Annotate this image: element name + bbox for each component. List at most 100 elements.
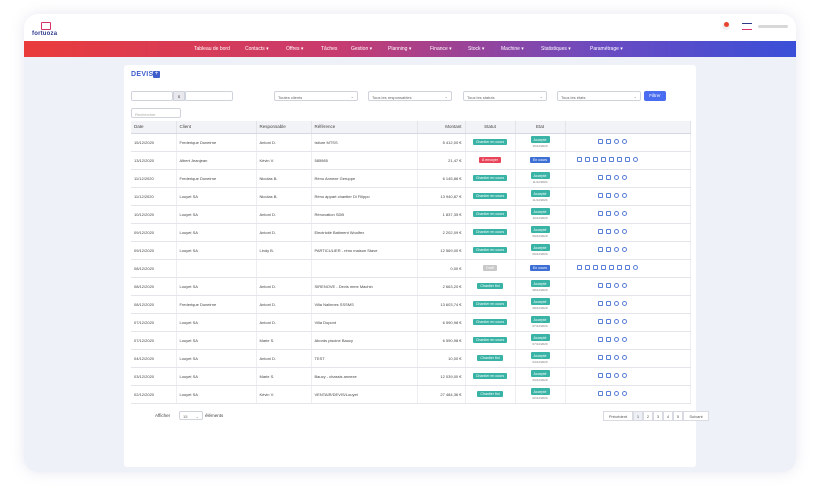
trash-icon[interactable] <box>625 157 630 162</box>
view-icon[interactable] <box>614 301 619 306</box>
table-row[interactable]: 04/12/2020 Louyet SA Antoni D. TEST 10,00 € C… <box>131 349 691 368</box>
copy-icon[interactable] <box>606 283 611 288</box>
amount-max-input[interactable] <box>185 91 233 101</box>
history-icon[interactable] <box>633 157 638 162</box>
document-icon[interactable] <box>598 355 603 360</box>
nav-item[interactable]: Stock ▾ <box>468 46 485 52</box>
document-icon[interactable] <box>577 265 582 270</box>
document-icon[interactable] <box>598 373 603 378</box>
mail-icon[interactable] <box>617 157 622 162</box>
etat-select[interactable]: Tous les états ⌄ <box>557 91 641 101</box>
document-icon[interactable] <box>598 319 603 324</box>
page-button[interactable]: 5 <box>673 411 683 421</box>
view-icon[interactable] <box>614 193 619 198</box>
nav-item[interactable]: Paramétrage ▾ <box>590 46 623 52</box>
responsable-select[interactable]: Tous les responsables ⌄ <box>368 91 452 101</box>
copy-icon[interactable] <box>606 211 611 216</box>
table-row[interactable]: 02/12/2020 Louyet SA Kévin V. VENTAIR/DEVIS… <box>131 385 691 404</box>
history-icon[interactable] <box>622 319 627 324</box>
table-row[interactable]: 03/12/2020 Louyet SA Marie S. Baucy - chass… <box>131 367 691 386</box>
nav-item[interactable]: Tâches <box>321 46 338 52</box>
edit-icon[interactable] <box>585 157 590 162</box>
history-icon[interactable] <box>622 139 627 144</box>
page-size-select[interactable]: 15 ⌄ <box>179 411 203 420</box>
table-row[interactable]: 07/12/2020 Louyet SA Marie S. Abords piscin… <box>131 331 691 350</box>
column-header[interactable]: Statut <box>465 121 516 134</box>
copy-icon[interactable] <box>606 319 611 324</box>
view-icon[interactable] <box>614 211 619 216</box>
view-icon[interactable] <box>614 175 619 180</box>
table-row[interactable]: 08/12/2020 Frederique Duneirne Antoni D. Vi… <box>131 295 691 314</box>
column-header[interactable]: Date <box>131 121 177 134</box>
nav-item[interactable]: Machine ▾ <box>501 46 524 52</box>
view-icon[interactable] <box>614 319 619 324</box>
page-button[interactable]: 2 <box>643 411 653 421</box>
copy-icon[interactable] <box>606 193 611 198</box>
table-row[interactable]: 08/12/2020 0,00 € Draft En cours <box>131 259 691 278</box>
client-select[interactable]: Toutes clients ⌄ <box>274 91 358 101</box>
table-row[interactable]: 09/12/2020 Louyet SA Antoni D. Electricité … <box>131 223 691 242</box>
user-name[interactable] <box>758 25 788 28</box>
history-icon[interactable] <box>622 193 627 198</box>
document-icon[interactable] <box>598 247 603 252</box>
nav-item[interactable]: Finance ▾ <box>430 46 452 52</box>
edit-icon[interactable] <box>585 265 590 270</box>
page-button[interactable]: 3 <box>653 411 663 421</box>
table-row[interactable]: 13/12/2020 Albert Jeanjean Kévin V. 585985 2… <box>131 151 691 170</box>
nav-item[interactable]: Offres ▾ <box>286 46 304 52</box>
document-icon[interactable] <box>598 391 603 396</box>
column-header[interactable]: Référence <box>311 121 418 134</box>
document-icon[interactable] <box>598 193 603 198</box>
column-header[interactable]: Client <box>176 121 257 134</box>
copy-icon[interactable] <box>593 157 598 162</box>
brand-logo[interactable]: fortuoza <box>32 22 60 40</box>
filter-button[interactable]: Filtrer <box>644 91 666 101</box>
copy-icon[interactable] <box>606 139 611 144</box>
column-header[interactable]: Montant <box>417 121 466 134</box>
copy-icon[interactable] <box>606 247 611 252</box>
document-icon[interactable] <box>598 175 603 180</box>
history-icon[interactable] <box>633 265 638 270</box>
statut-select[interactable]: Tous les statuts ⌄ <box>463 91 547 101</box>
history-icon[interactable] <box>622 337 627 342</box>
refresh-icon[interactable] <box>609 157 614 162</box>
view-icon[interactable] <box>614 247 619 252</box>
amount-input[interactable] <box>131 91 173 101</box>
copy-icon[interactable] <box>606 175 611 180</box>
prev-page-button[interactable]: Précédent <box>603 411 633 421</box>
history-icon[interactable] <box>622 211 627 216</box>
table-row[interactable]: 10/12/2020 Louyet SA Antoni D. Rénovation S… <box>131 205 691 224</box>
view-icon[interactable] <box>614 139 619 144</box>
nav-item[interactable]: Statistiques ▾ <box>541 46 571 52</box>
table-row[interactable]: 08/12/2020 Louyet SA Antoni D. SIRENOVE - D… <box>131 277 691 296</box>
document-icon[interactable] <box>598 211 603 216</box>
history-icon[interactable] <box>622 355 627 360</box>
table-row[interactable]: 11/12/2020 Louyet SA Nicolas B. Réno appart… <box>131 187 691 206</box>
history-icon[interactable] <box>622 301 627 306</box>
document-icon[interactable] <box>598 139 603 144</box>
copy-icon[interactable] <box>593 265 598 270</box>
column-header[interactable] <box>565 121 691 134</box>
history-icon[interactable] <box>622 247 627 252</box>
column-header[interactable]: Etat <box>515 121 566 134</box>
table-row[interactable]: 11/12/2020 Frederique Duneirne Nicolas B. R… <box>131 169 691 188</box>
copy-icon[interactable] <box>606 301 611 306</box>
attach-icon[interactable] <box>601 265 606 270</box>
table-row[interactable]: 09/12/2020 Louyet SA Lindy B. PARTICULIER -… <box>131 241 691 260</box>
copy-icon[interactable] <box>606 355 611 360</box>
table-row[interactable]: 15/12/2020 Frederique Duneirne Antoni D. Is… <box>131 133 691 152</box>
nav-item[interactable]: Gestion ▾ <box>351 46 373 52</box>
history-icon[interactable] <box>622 283 627 288</box>
view-icon[interactable] <box>614 391 619 396</box>
page-button[interactable]: 1 <box>633 411 643 421</box>
document-icon[interactable] <box>598 283 603 288</box>
nav-item[interactable]: Tableau de bord <box>194 46 230 52</box>
document-icon[interactable] <box>598 301 603 306</box>
view-icon[interactable] <box>614 373 619 378</box>
refresh-icon[interactable] <box>609 265 614 270</box>
nav-item[interactable]: Planning ▾ <box>388 46 412 52</box>
next-page-button[interactable]: Suivant <box>683 411 709 421</box>
view-icon[interactable] <box>614 355 619 360</box>
view-icon[interactable] <box>614 283 619 288</box>
history-icon[interactable] <box>622 391 627 396</box>
